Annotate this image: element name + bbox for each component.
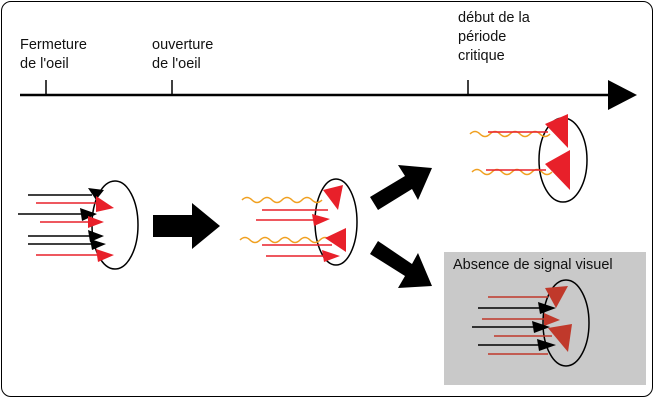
synapse-icon: [325, 228, 346, 252]
synapse-icon: [88, 188, 104, 200]
flow-arrow-down-icon: [370, 241, 432, 288]
label-eye-opening: ouverture de l'oeil: [152, 37, 214, 72]
stage-closed-eye-neuron: [18, 180, 139, 270]
timeline: [20, 80, 637, 110]
label-critical-period-start: début de la période critique: [458, 10, 530, 64]
synapse-icon: [96, 249, 114, 262]
outcome-deprived-neuron: [472, 279, 590, 367]
synapse-icon: [544, 313, 560, 326]
flow-arrow-icon: [153, 203, 220, 249]
synapse-icon: [312, 214, 330, 226]
synapse-icon: [532, 321, 550, 333]
label-no-visual-signal: Absence de signal visuel: [453, 257, 613, 273]
synapse-icon: [96, 196, 114, 212]
synapse-icon: [548, 324, 572, 352]
synapse-icon: [545, 150, 570, 190]
synapse-icon: [545, 286, 568, 308]
label-eye-closure: Fermeture de l'oeil: [20, 37, 87, 72]
neuron-icon: [542, 279, 590, 367]
synapse-icon: [80, 208, 97, 221]
synapse-icon: [90, 239, 106, 250]
synapse-icon: [545, 114, 568, 148]
outcome-visual-neuron: [469, 114, 588, 203]
synapse-icon: [88, 216, 104, 228]
signal-wave-icon: [239, 236, 331, 244]
flow-arrow-up-icon: [370, 165, 432, 210]
synapse-icon: [323, 185, 343, 210]
synapse-icon: [322, 250, 340, 262]
signal-wave-icon: [241, 196, 323, 204]
synapse-icon: [537, 339, 556, 351]
stage-open-eye-neuron: [239, 178, 358, 266]
synapse-icon: [88, 230, 104, 242]
timeline-arrowhead-icon: [608, 80, 637, 110]
synapse-icon: [538, 302, 556, 314]
